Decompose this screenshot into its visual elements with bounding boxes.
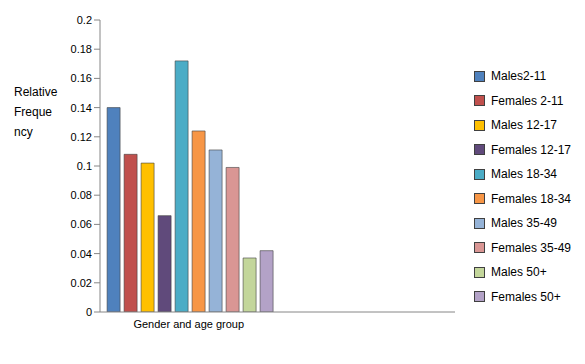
svg-text:0.12: 0.12 [71,131,92,143]
svg-text:0.04: 0.04 [71,248,92,260]
svg-text:Gender and age group: Gender and age group [133,318,244,330]
svg-text:0.2: 0.2 [77,14,92,26]
html-text:Females 18-34: Females 18-34 [491,191,571,206]
svg-text:0.18: 0.18 [71,43,92,55]
svg-text:0: 0 [86,306,92,318]
svg-text:0.1: 0.1 [77,160,92,172]
svg-text:0.14: 0.14 [71,102,92,114]
html-text:Females 2-11: Females 2-11 [491,93,564,108]
html-text:Females 12-17: Females 12-17 [491,142,571,157]
html-text:Females 35-49: Females 35-49 [491,240,571,255]
html-text:Relative Frequency: Relative Frequency [14,85,58,139]
html-text:Males2-11: Males2-11 [491,69,547,84]
svg-text:0.02: 0.02 [71,277,92,289]
svg-text:0.16: 0.16 [71,72,92,84]
html-text:Males 35-49: Males 35-49 [491,216,557,231]
html-text:Males 12-17: Males 12-17 [491,118,557,133]
html-text:Males 50+: Males 50+ [491,265,547,280]
html-text:Males 18-34: Males 18-34 [491,167,557,182]
svg-text:0.06: 0.06 [71,218,92,230]
html-text:Females 50+: Females 50+ [491,289,561,304]
svg-text:0.08: 0.08 [71,189,92,201]
